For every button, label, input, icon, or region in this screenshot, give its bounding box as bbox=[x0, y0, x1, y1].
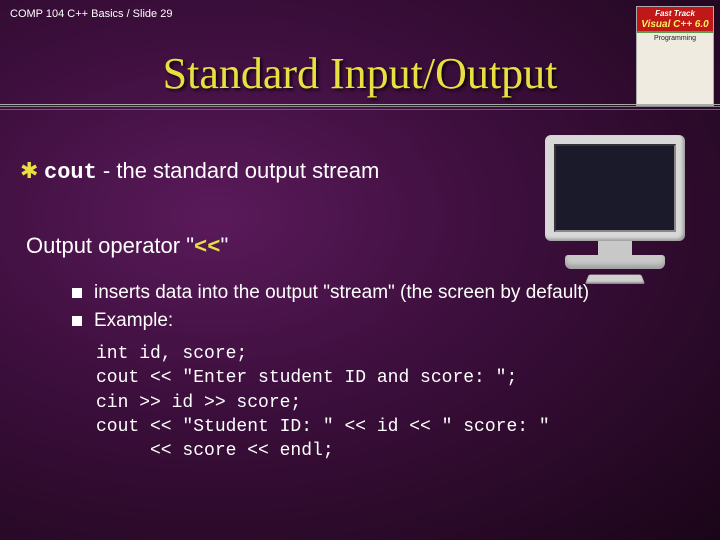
slide-body: ✱cout - the standard output stream Outpu… bbox=[20, 158, 700, 463]
breadcrumb: COMP 104 C++ Basics / Slide 29 bbox=[10, 8, 172, 20]
square-bullet-icon bbox=[72, 288, 82, 298]
bullet-list: inserts data into the output "stream" (t… bbox=[72, 282, 652, 332]
insertion-operator: << bbox=[194, 235, 220, 260]
list-item: inserts data into the output "stream" (t… bbox=[72, 282, 652, 304]
square-bullet-icon bbox=[72, 316, 82, 326]
list-item: Example: bbox=[72, 310, 652, 332]
bullet-text: inserts data into the output "stream" (t… bbox=[94, 282, 589, 304]
output-operator-heading: Output operator "<<" bbox=[26, 233, 700, 260]
book-product: Visual C++ 6.0 bbox=[641, 19, 708, 30]
cout-definition: ✱cout - the standard output stream bbox=[20, 158, 700, 185]
bullet-text: Example: bbox=[94, 310, 173, 332]
book-subtitle: Programming bbox=[637, 35, 713, 43]
code-example: int id, score; cout << "Enter student ID… bbox=[96, 342, 700, 463]
subhead-post: " bbox=[220, 233, 228, 258]
title-underline bbox=[0, 104, 720, 110]
slide-title: Standard Input/Output bbox=[0, 48, 720, 99]
subhead-pre: Output operator " bbox=[26, 233, 194, 258]
cout-keyword: cout bbox=[44, 160, 97, 185]
book-fasttrack: Fast Track bbox=[655, 9, 695, 18]
star-bullet-icon: ✱ bbox=[20, 158, 44, 184]
cout-description: - the standard output stream bbox=[97, 158, 380, 183]
